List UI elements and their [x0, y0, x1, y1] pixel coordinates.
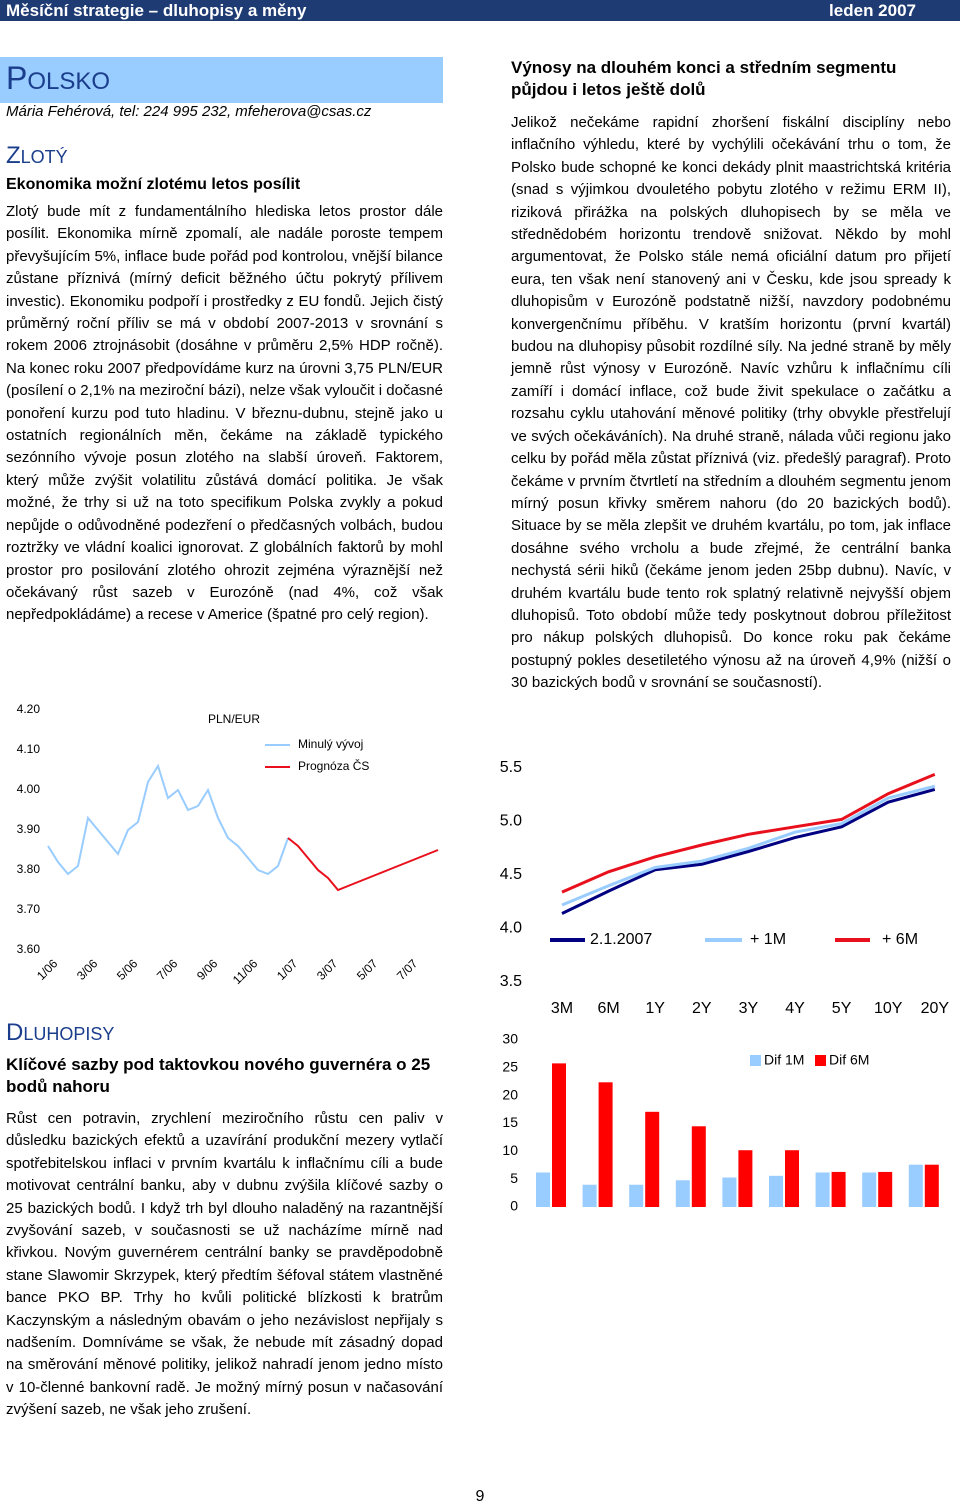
section-title: ZLOTÝ	[6, 142, 68, 169]
bar	[645, 1111, 660, 1207]
bar	[862, 1172, 877, 1207]
x-tick-label: 3M	[551, 1000, 573, 1017]
data-line	[561, 787, 936, 915]
x-tick-label: 5/06	[114, 956, 141, 983]
page-title: POLSKO	[6, 60, 111, 96]
x-tick-label: 10Y	[874, 1000, 903, 1017]
legend-label: 2.1.2007	[590, 931, 652, 948]
x-tick-label: 1/06	[34, 956, 61, 983]
x-tick-label: 9/06	[194, 956, 221, 983]
bar	[536, 1172, 550, 1207]
x-tick-label: 1/07	[274, 956, 301, 983]
bar	[722, 1177, 737, 1207]
bar	[552, 1063, 566, 1207]
bar	[598, 1082, 613, 1207]
x-tick-label: 5/07	[354, 956, 381, 983]
bar	[908, 1164, 923, 1207]
legend-swatch	[750, 1055, 761, 1066]
bar	[769, 1175, 783, 1207]
header-title: Měsíční strategie – dluhopisy a měny	[6, 1, 307, 20]
chart: 30 25 20 15 10 5 0 Dif 1M Dif 6M	[502, 1031, 939, 1214]
bar	[831, 1171, 846, 1207]
bar	[629, 1184, 644, 1207]
chart: 5.5 5.0 4.5 4.0 3.5 3M 6M 1Y 2Y 3Y 4Y 5Y 10Y 20Y 2.1.2…	[500, 759, 950, 1017]
y-tick-label: 20	[502, 1086, 518, 1102]
legend-label: + 1M	[750, 931, 786, 948]
y-tick-label: 3.80	[17, 862, 41, 876]
paragraph: Růst cen potravin, zrychlení meziročního…	[6, 1110, 443, 1419]
y-tick-label: 15	[502, 1114, 518, 1130]
bar	[675, 1180, 690, 1207]
y-tick-label: 0	[510, 1198, 518, 1214]
y-tick-label: 3.5	[500, 973, 522, 990]
chart: 4.20 4.10 4.00 3.90 3.80 3.70 3.60 PLN/EUR 1/06 3…	[17, 702, 439, 987]
bar	[582, 1184, 597, 1207]
paragraph: Zlotý bude mít z fundamentálního hledisk…	[6, 203, 443, 624]
y-tick-label: 25	[502, 1059, 518, 1075]
x-tick-label: 11/06	[230, 956, 261, 987]
title-box	[0, 57, 443, 103]
section-title: DLUHOPISY	[6, 1019, 115, 1046]
chart-title: PLN/EUR	[208, 712, 260, 726]
data-line	[561, 784, 936, 907]
y-tick-label: 3.90	[17, 822, 41, 836]
paragraph: Jelikož nečekáme rapidní zhoršení fiskál…	[511, 114, 951, 692]
y-tick-label: 30	[502, 1031, 518, 1047]
bar	[738, 1150, 753, 1207]
x-tick-label: 7/06	[154, 956, 181, 983]
bar	[815, 1172, 830, 1207]
x-tick-label: 7/07	[394, 956, 421, 983]
header-bar: Měsíční strategie – dluhopisy a měny led…	[0, 0, 960, 21]
y-tick-label: 10	[502, 1142, 518, 1158]
x-tick-label: 3Y	[739, 1000, 759, 1017]
data-line	[561, 773, 936, 894]
y-tick-label: 5.5	[500, 759, 522, 776]
heading: Ekonomika možní zlotému letos posílit	[6, 176, 301, 193]
y-tick-label: 5	[510, 1170, 518, 1186]
author: Mária Fehérová, tel: 224 995 232, mfeher…	[6, 103, 372, 120]
data-line	[287, 837, 439, 892]
legend-label: Dif 1M	[764, 1052, 804, 1068]
y-tick-label: 3.60	[17, 942, 41, 956]
page-number: 9	[475, 1488, 485, 1505]
y-tick-label: 5.0	[500, 813, 522, 830]
y-tick-label: 4.20	[17, 702, 41, 716]
bar	[691, 1126, 706, 1207]
legend-label: Minulý vývoj	[298, 737, 363, 751]
x-tick-label: 4Y	[785, 1000, 805, 1017]
header-date: leden 2007	[829, 1, 916, 20]
legend-label: Dif 6M	[829, 1052, 869, 1068]
bar	[878, 1171, 893, 1207]
y-tick-label: 4.00	[17, 782, 41, 796]
x-tick-label: 5Y	[832, 1000, 852, 1017]
legend-swatch	[815, 1055, 826, 1066]
bar	[924, 1164, 939, 1207]
y-tick-label: 3.70	[17, 902, 41, 916]
y-tick-label: 4.10	[17, 742, 41, 756]
bar	[785, 1150, 799, 1207]
heading: Výnosy na dlouhém konci a středním segme…	[511, 58, 897, 99]
data-line	[47, 763, 289, 876]
y-tick-label: 4.0	[500, 920, 522, 937]
legend-label: + 6M	[882, 931, 918, 948]
x-tick-label: 3/06	[74, 956, 101, 983]
x-tick-label: 20Y	[921, 1000, 950, 1017]
x-tick-label: 6M	[597, 1000, 619, 1017]
heading: Klíčové sazby pod taktovkou nového guver…	[6, 1055, 431, 1096]
y-tick-label: 4.5	[500, 866, 522, 883]
x-tick-label: 3/07	[314, 956, 341, 983]
x-tick-label: 2Y	[692, 1000, 712, 1017]
legend-label: Prognóza ČS	[298, 758, 369, 773]
x-tick-label: 1Y	[645, 1000, 665, 1017]
